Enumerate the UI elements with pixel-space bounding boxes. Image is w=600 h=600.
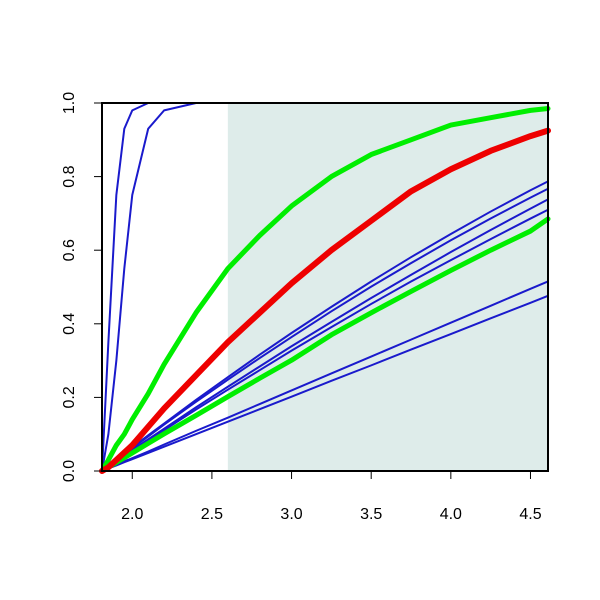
- y-tick-label: 0.6: [61, 239, 78, 261]
- y-tick-label: 0.8: [61, 165, 78, 187]
- y-tick-label: 0.2: [61, 386, 78, 408]
- y-tick-label: 0.0: [61, 460, 78, 482]
- x-tick-label: 3.0: [280, 506, 302, 523]
- curve: [99, 127, 551, 474]
- x-tick-label: 2.0: [121, 506, 143, 523]
- y-tick-label: 0.4: [61, 313, 78, 335]
- curve: [99, 106, 551, 474]
- plot-frame: [101, 102, 549, 472]
- curve: [101, 294, 549, 472]
- x-tick-label: 3.5: [360, 506, 382, 523]
- y-tick-label: 1.0: [61, 92, 78, 114]
- x-tick-label: 4.5: [519, 506, 541, 523]
- x-tick-label: 2.5: [201, 506, 223, 523]
- x-tick-label: 4.0: [440, 506, 462, 523]
- curve: [99, 216, 551, 474]
- shaded-region: [227, 103, 549, 471]
